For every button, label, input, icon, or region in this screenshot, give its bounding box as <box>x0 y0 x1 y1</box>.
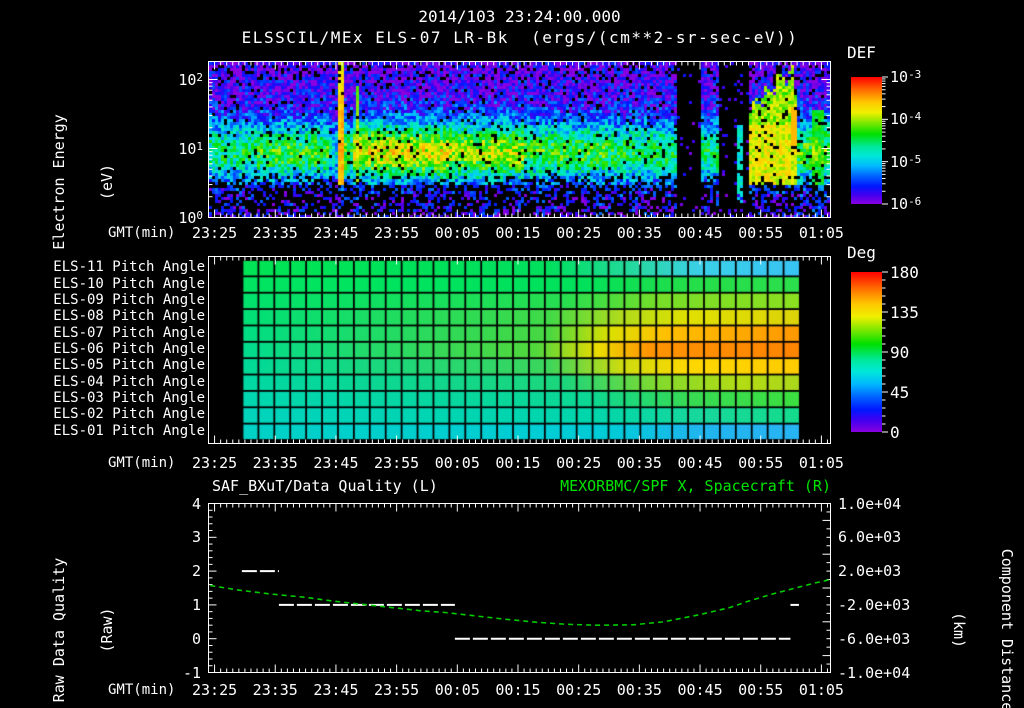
distance-tick-label: -6.0e+03 <box>838 629 911 648</box>
x-tick-label: 00:35 <box>616 681 662 699</box>
quality-tick-label: 1 <box>191 595 201 614</box>
middle-xaxis-label: GMT(min) <box>108 455 176 471</box>
x-tick-label: 23:35 <box>252 681 298 699</box>
x-tick-label: 00:25 <box>556 681 602 699</box>
energy-tick-label: 102 <box>178 70 203 89</box>
def-colorbar <box>851 77 882 204</box>
distance-axis-label: Component Distance (km) <box>950 548 1016 708</box>
x-tick-label: 01:05 <box>798 224 844 242</box>
deg-colorbar-title: Deg <box>847 243 876 262</box>
deg-tick-label: 180 <box>890 263 919 282</box>
x-tick-label: 23:35 <box>252 454 298 472</box>
def-tick-label: 10-3 <box>890 68 922 86</box>
quality-tick-label: 2 <box>191 562 201 581</box>
x-tick-label: 00:15 <box>495 681 541 699</box>
energy-axis-label: Electron Energy (eV) <box>50 114 116 250</box>
distance-tick-label: -1.0e+04 <box>838 663 911 682</box>
deg-tick-label: 45 <box>890 383 910 402</box>
x-tick-label: 00:55 <box>738 454 784 472</box>
x-tick-label: 23:45 <box>313 454 359 472</box>
x-tick-label: 23:25 <box>191 454 238 472</box>
pitch-row-label: ELS-11 Pitch Angle <box>53 259 205 276</box>
pitch-row-label: ELS-06 Pitch Angle <box>53 341 205 357</box>
x-tick-label: 00:45 <box>677 681 723 699</box>
x-tick-label: 00:45 <box>677 454 723 472</box>
pitch-row-label: ELS-02 Pitch Angle <box>53 406 205 423</box>
bottom-xaxis-label: GMT(min) <box>108 682 176 698</box>
distance-tick-label: 2.0e+03 <box>838 562 902 581</box>
def-colorbar-title: DEF <box>847 43 876 62</box>
x-tick-label: 01:05 <box>798 681 844 699</box>
x-tick-label: 00:55 <box>738 681 784 699</box>
x-tick-label: 23:25 <box>191 224 238 242</box>
plot-datetime-title: 2014/103 23:24:00.000 <box>418 7 621 26</box>
x-tick-label: 23:55 <box>374 454 420 472</box>
x-tick-label: 00:45 <box>677 224 723 242</box>
pitch-row-label: ELS-05 Pitch Angle <box>53 357 205 374</box>
x-tick-label: 23:45 <box>313 224 359 242</box>
plot-subtitle: ELSSCIL/MEx ELS-07 LR-Bk (ergs/(cm**2-sr… <box>241 28 799 47</box>
x-tick-label: 00:25 <box>556 224 602 242</box>
distance-tick-label: -2.0e+03 <box>838 595 911 614</box>
quality-tick-label: -1 <box>182 663 201 682</box>
deg-colorbar <box>851 272 882 432</box>
x-tick-label: 00:05 <box>434 454 480 472</box>
pitch-row-label: ELS-07 Pitch Angle <box>53 324 205 341</box>
x-tick-label: 00:55 <box>738 224 784 242</box>
def-tick-label: 10-6 <box>890 194 922 213</box>
pitch-row-label: ELS-08 Pitch Angle <box>53 308 205 325</box>
pitch-row-label: ELS-10 Pitch Angle <box>53 275 205 292</box>
quality-tick-label: 0 <box>191 629 201 648</box>
pitch-angle-grid-canvas <box>209 257 830 443</box>
x-tick-label: 00:25 <box>556 454 602 472</box>
x-tick-label: 00:05 <box>434 681 480 699</box>
quality-series-title: SAF_BXuT/Data Quality (L) <box>212 477 438 495</box>
spacecraft-series-title: MEXORBMC/SPF X, Spacecraft (R) <box>560 477 831 495</box>
x-tick-label: 00:15 <box>495 454 541 472</box>
energy-tick-label: 101 <box>178 139 203 158</box>
quality-tick-label: 3 <box>191 528 201 547</box>
x-tick-label: 00:05 <box>434 224 480 242</box>
x-tick-label: 23:35 <box>252 224 298 242</box>
energy-tick-label: 100 <box>178 208 203 227</box>
pitch-row-label: ELS-03 Pitch Angle <box>53 390 205 407</box>
deg-tick-label: 0 <box>890 423 900 442</box>
distance-tick-label: 6.0e+03 <box>838 528 902 547</box>
distance-tick-label: 1.0e+04 <box>838 494 902 513</box>
pitch-row-label: ELS-04 Pitch Angle <box>53 373 205 390</box>
x-tick-label: 23:25 <box>191 681 238 699</box>
x-tick-label: 23:55 <box>374 681 420 699</box>
x-tick-label: 00:15 <box>495 224 541 242</box>
x-tick-label: 01:05 <box>798 454 844 472</box>
deg-tick-label: 90 <box>890 343 910 362</box>
top-xaxis-label: GMT(min) <box>108 225 176 241</box>
x-tick-label: 00:35 <box>616 224 662 242</box>
def-tick-label: 10-4 <box>890 110 922 129</box>
x-tick-label: 23:45 <box>313 681 359 699</box>
x-tick-label: 00:35 <box>616 454 662 472</box>
pitch-row-label: ELS-01 Pitch Angle <box>53 422 205 439</box>
def-tick-label: 10-5 <box>890 152 922 171</box>
energy-spectrogram-canvas <box>209 62 830 218</box>
deg-tick-label: 135 <box>890 303 919 322</box>
quality-tick-label: 4 <box>191 494 201 513</box>
pitch-row-label: ELS-09 Pitch Angle <box>53 291 205 308</box>
x-tick-label: 23:55 <box>374 224 420 242</box>
